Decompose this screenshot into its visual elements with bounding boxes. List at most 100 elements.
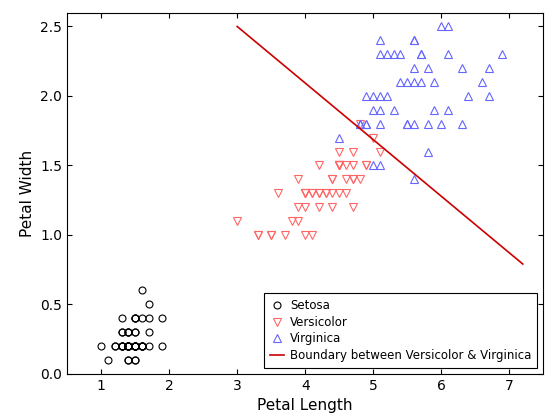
Virginica	[363, 121, 370, 126]
Versicolor	[322, 191, 329, 196]
Versicolor	[302, 191, 309, 196]
Versicolor	[336, 163, 343, 168]
Virginica	[438, 24, 445, 29]
Versicolor	[349, 177, 356, 182]
Virginica	[417, 79, 424, 84]
Setosa	[125, 344, 132, 349]
Versicolor	[309, 232, 315, 237]
Setosa	[146, 330, 152, 335]
Virginica	[390, 108, 397, 113]
Virginica	[458, 66, 465, 71]
Virginica	[431, 79, 438, 84]
Setosa	[159, 344, 166, 349]
Y-axis label: Petal Width: Petal Width	[20, 150, 35, 237]
Setosa	[111, 344, 118, 349]
Setosa	[125, 344, 132, 349]
Virginica	[410, 38, 417, 43]
Setosa	[125, 344, 132, 349]
Virginica	[445, 108, 451, 113]
Versicolor	[329, 177, 336, 182]
Virginica	[404, 79, 410, 84]
Virginica	[410, 38, 417, 43]
Virginica	[458, 121, 465, 126]
Virginica	[377, 121, 384, 126]
Setosa	[132, 330, 138, 335]
Virginica	[404, 121, 410, 126]
Versicolor	[343, 191, 349, 196]
Virginica	[336, 135, 343, 140]
Versicolor	[336, 163, 343, 168]
Setosa	[125, 344, 132, 349]
Versicolor	[349, 163, 356, 168]
Setosa	[125, 344, 132, 349]
Setosa	[139, 316, 146, 321]
Setosa	[125, 330, 132, 335]
Versicolor	[274, 191, 281, 196]
Virginica	[377, 52, 384, 57]
Versicolor	[254, 232, 261, 237]
Virginica	[499, 52, 506, 57]
Virginica	[377, 163, 384, 168]
Setosa	[132, 344, 138, 349]
Boundary between Versicolor & Virginica	[234, 24, 241, 29]
Versicolor	[336, 149, 343, 154]
Line: Setosa: Setosa	[98, 287, 166, 363]
Virginica	[356, 121, 363, 126]
Setosa	[125, 357, 132, 362]
Versicolor	[349, 149, 356, 154]
Setosa	[125, 330, 132, 335]
Setosa	[139, 344, 146, 349]
Virginica	[397, 52, 404, 57]
Versicolor	[315, 191, 322, 196]
Setosa	[105, 357, 111, 362]
Virginica	[370, 93, 376, 98]
Versicolor	[329, 177, 336, 182]
Setosa	[132, 357, 138, 362]
Virginica	[410, 177, 417, 182]
Versicolor	[254, 232, 261, 237]
Virginica	[377, 38, 384, 43]
Setosa	[139, 344, 146, 349]
Versicolor	[315, 163, 322, 168]
Setosa	[132, 316, 138, 321]
X-axis label: Petal Length: Petal Length	[258, 398, 353, 413]
Versicolor	[302, 191, 309, 196]
Setosa	[146, 302, 152, 307]
Setosa	[139, 344, 146, 349]
Setosa	[125, 344, 132, 349]
Versicolor	[349, 177, 356, 182]
Setosa	[125, 344, 132, 349]
Versicolor	[343, 163, 349, 168]
Setosa	[146, 344, 152, 349]
Virginica	[384, 52, 390, 57]
Versicolor	[336, 191, 343, 196]
Setosa	[118, 344, 125, 349]
Setosa	[111, 344, 118, 349]
Boundary between Versicolor & Virginica	[520, 262, 526, 267]
Versicolor	[309, 191, 315, 196]
Versicolor	[315, 191, 322, 196]
Virginica	[479, 79, 486, 84]
Virginica	[390, 52, 397, 57]
Virginica	[404, 121, 410, 126]
Virginica	[384, 93, 390, 98]
Virginica	[410, 66, 417, 71]
Virginica	[363, 121, 370, 126]
Setosa	[132, 357, 138, 362]
Setosa	[146, 316, 152, 321]
Setosa	[139, 288, 146, 293]
Virginica	[438, 121, 445, 126]
Versicolor	[343, 177, 349, 182]
Virginica	[486, 93, 492, 98]
Virginica	[445, 52, 451, 57]
Versicolor	[356, 177, 363, 182]
Setosa	[125, 344, 132, 349]
Setosa	[132, 316, 138, 321]
Setosa	[125, 330, 132, 335]
Virginica	[356, 121, 363, 126]
Setosa	[132, 344, 138, 349]
Setosa	[132, 316, 138, 321]
Virginica	[417, 52, 424, 57]
Versicolor	[329, 191, 336, 196]
Versicolor	[234, 218, 241, 223]
